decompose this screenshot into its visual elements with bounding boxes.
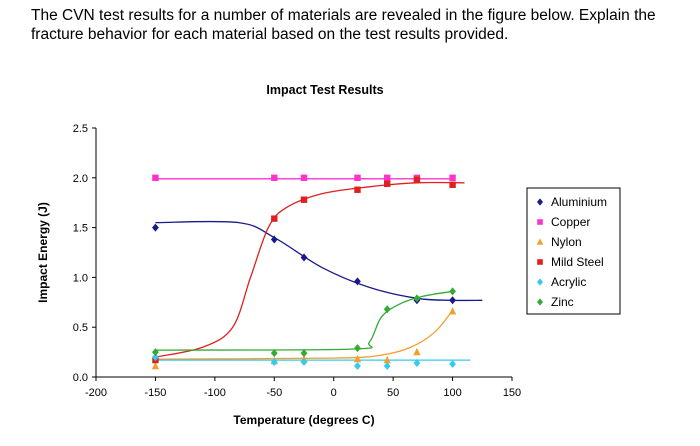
nylon-point	[151, 361, 160, 370]
aluminium-point	[152, 223, 159, 232]
acrylic-point	[383, 362, 391, 371]
legend-marker-nylon	[536, 238, 544, 245]
legend-label-aluminium: Aluminium	[551, 195, 607, 209]
aluminium-point	[354, 277, 361, 286]
x-axis-label: Temperature (degrees C)	[233, 413, 374, 427]
y-tick-label: 2.0	[73, 173, 88, 185]
legend-marker-mild-steel	[537, 259, 543, 265]
mild-steel-point	[413, 176, 421, 183]
copper-point	[384, 174, 391, 181]
nylon-point	[413, 347, 421, 356]
data-markers	[151, 174, 457, 371]
zinc-point	[270, 349, 278, 358]
aluminium-point	[270, 235, 278, 244]
nylon-trend-line	[155, 309, 454, 360]
zinc-point	[354, 344, 361, 353]
legend-marker-zinc	[537, 298, 543, 306]
axes: 0.0 0.5 1.0 1.5 2.0 2.5 -200 -150 -100 -50 0 50 100 1…	[73, 123, 521, 399]
aluminium-point	[300, 253, 308, 262]
copper-point	[300, 174, 308, 181]
y-tick-label: 0.0	[73, 372, 88, 384]
legend-marker-acrylic	[537, 278, 543, 286]
legend-box	[526, 187, 621, 315]
acrylic-point	[270, 358, 278, 367]
y-tick-label: 2.5	[73, 123, 88, 135]
aluminium-trend-line	[155, 220, 483, 302]
x-tick-label: -150	[144, 387, 166, 399]
trend-lines	[155, 178, 483, 361]
legend-label-acrylic: Acrylic	[551, 275, 586, 289]
acrylic-point	[413, 359, 421, 368]
legend-label-nylon: Nylon	[551, 235, 582, 249]
legend-label-zinc: Zinc	[551, 295, 574, 309]
copper-point	[449, 174, 456, 181]
mild-steel-point	[449, 181, 456, 188]
x-tick-label: 0	[331, 387, 337, 399]
x-tick-label: 150	[503, 387, 521, 399]
mild-steel-point	[354, 186, 361, 193]
zinc-point	[300, 349, 308, 358]
legend-marker-aluminium	[537, 198, 543, 206]
acrylic-point	[300, 358, 308, 367]
copper-point	[271, 174, 278, 181]
x-tick-label: 100	[443, 387, 461, 399]
y-tick-label: 0.5	[73, 322, 88, 334]
x-tick-label: 50	[387, 387, 399, 399]
y-tick-label: 1.5	[73, 223, 88, 235]
nylon-point	[383, 355, 391, 364]
nylon-point	[448, 307, 457, 315]
y-tick-label: 1.0	[73, 272, 88, 284]
nylon-point	[353, 354, 362, 363]
zinc-point	[449, 287, 456, 296]
mild-steel-point	[384, 180, 391, 187]
copper-point	[152, 174, 159, 181]
copper-point	[354, 174, 361, 181]
mild-steel-point	[300, 196, 308, 203]
x-tick-label: -100	[204, 387, 226, 399]
aluminium-point	[449, 296, 456, 305]
chart-title: Impact Test Results	[266, 83, 383, 97]
y-axis-label: Impact Energy (J)	[36, 202, 50, 303]
legend-marker-copper	[537, 219, 543, 225]
mild-steel-point	[271, 215, 278, 222]
zinc-point	[152, 348, 159, 357]
zinc-point	[413, 294, 421, 303]
acrylic-point	[152, 353, 159, 362]
legend-label-mild-steel: Mild Steel	[551, 255, 604, 269]
zinc-point	[383, 305, 391, 314]
legend-label-copper: Copper	[551, 215, 590, 229]
acrylic-point	[449, 360, 456, 369]
x-tick-label: -50	[266, 387, 282, 399]
mild-steel-trend-line	[155, 181, 465, 358]
zinc-trend-line	[155, 290, 453, 351]
x-tick-label: -200	[85, 387, 107, 399]
question-text: The CVN test results for a number of mat…	[31, 7, 656, 43]
acrylic-point	[354, 362, 361, 371]
legend: Aluminium Copper Nylon Mild Steel Acrylic Zin…	[526, 187, 621, 315]
